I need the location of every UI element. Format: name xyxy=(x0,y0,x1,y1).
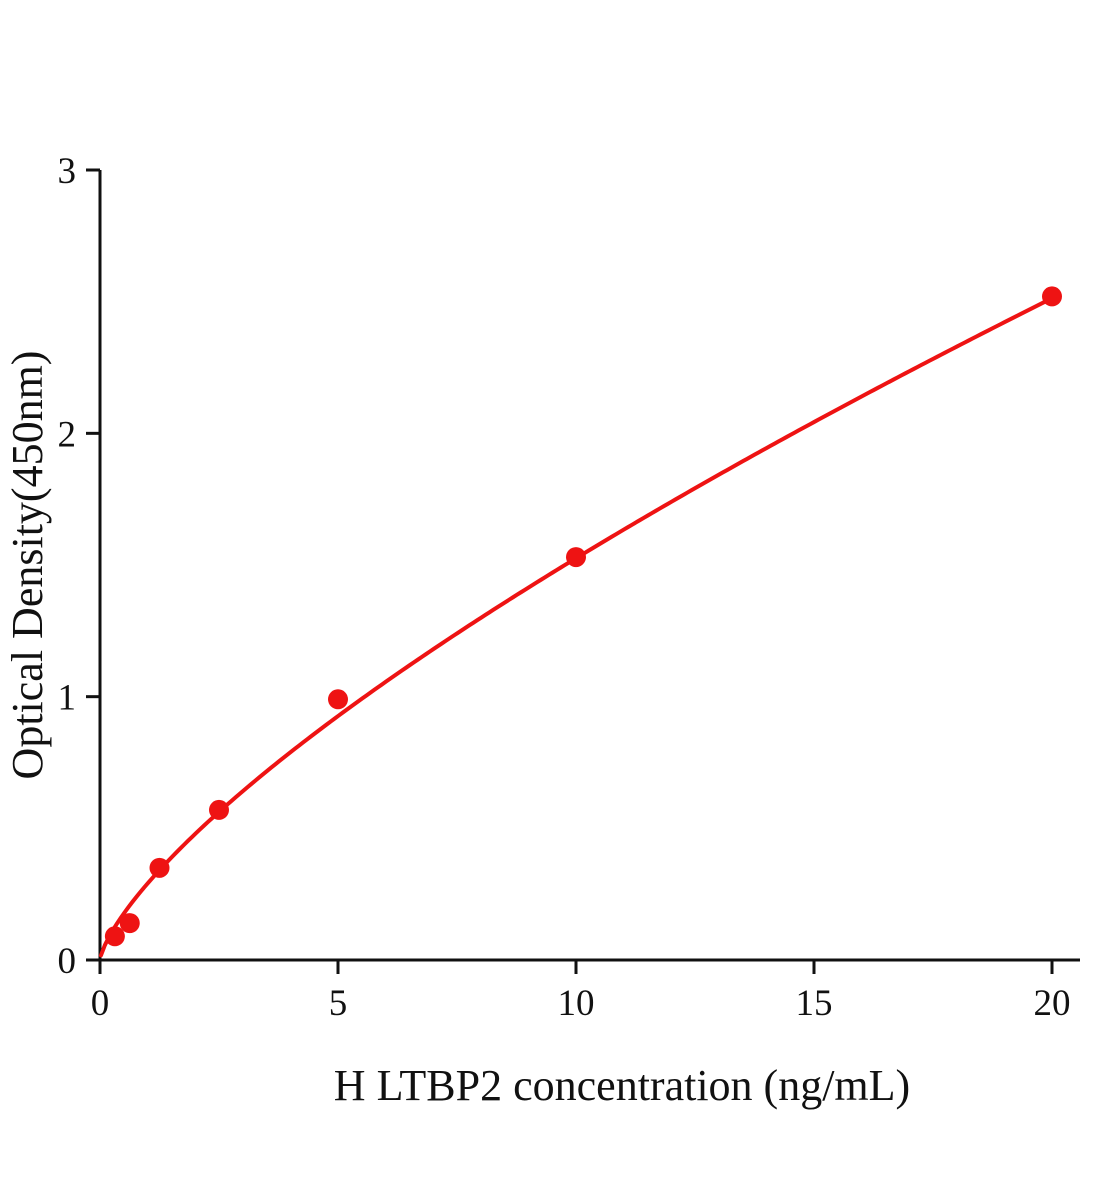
data-point xyxy=(104,926,125,947)
x-tick-label: 15 xyxy=(796,983,833,1024)
x-tick-label: 20 xyxy=(1034,983,1071,1024)
fit-curve xyxy=(98,296,1054,958)
y-tick-label: 0 xyxy=(58,941,77,982)
data-point xyxy=(328,689,348,710)
y-tick-label: 2 xyxy=(58,414,77,455)
data-point xyxy=(1042,286,1062,307)
y-tick-label: 1 xyxy=(58,678,77,719)
x-tick-label: 0 xyxy=(91,983,110,1024)
data-point xyxy=(149,857,170,878)
plot-area: 0 5 10 15 20 0 1 2 3 xyxy=(58,151,1080,1024)
x-tick-label: 10 xyxy=(558,983,595,1024)
x-axis-label: H LTBP2 concentration (ng/mL) xyxy=(334,1061,910,1110)
data-point xyxy=(566,547,586,568)
x-tick-label: 5 xyxy=(329,983,348,1024)
data-point xyxy=(119,913,140,934)
y-tick-label: 3 xyxy=(58,151,77,192)
y-axis-label: Optical Density(450nm) xyxy=(3,351,52,780)
data-point xyxy=(209,799,229,820)
